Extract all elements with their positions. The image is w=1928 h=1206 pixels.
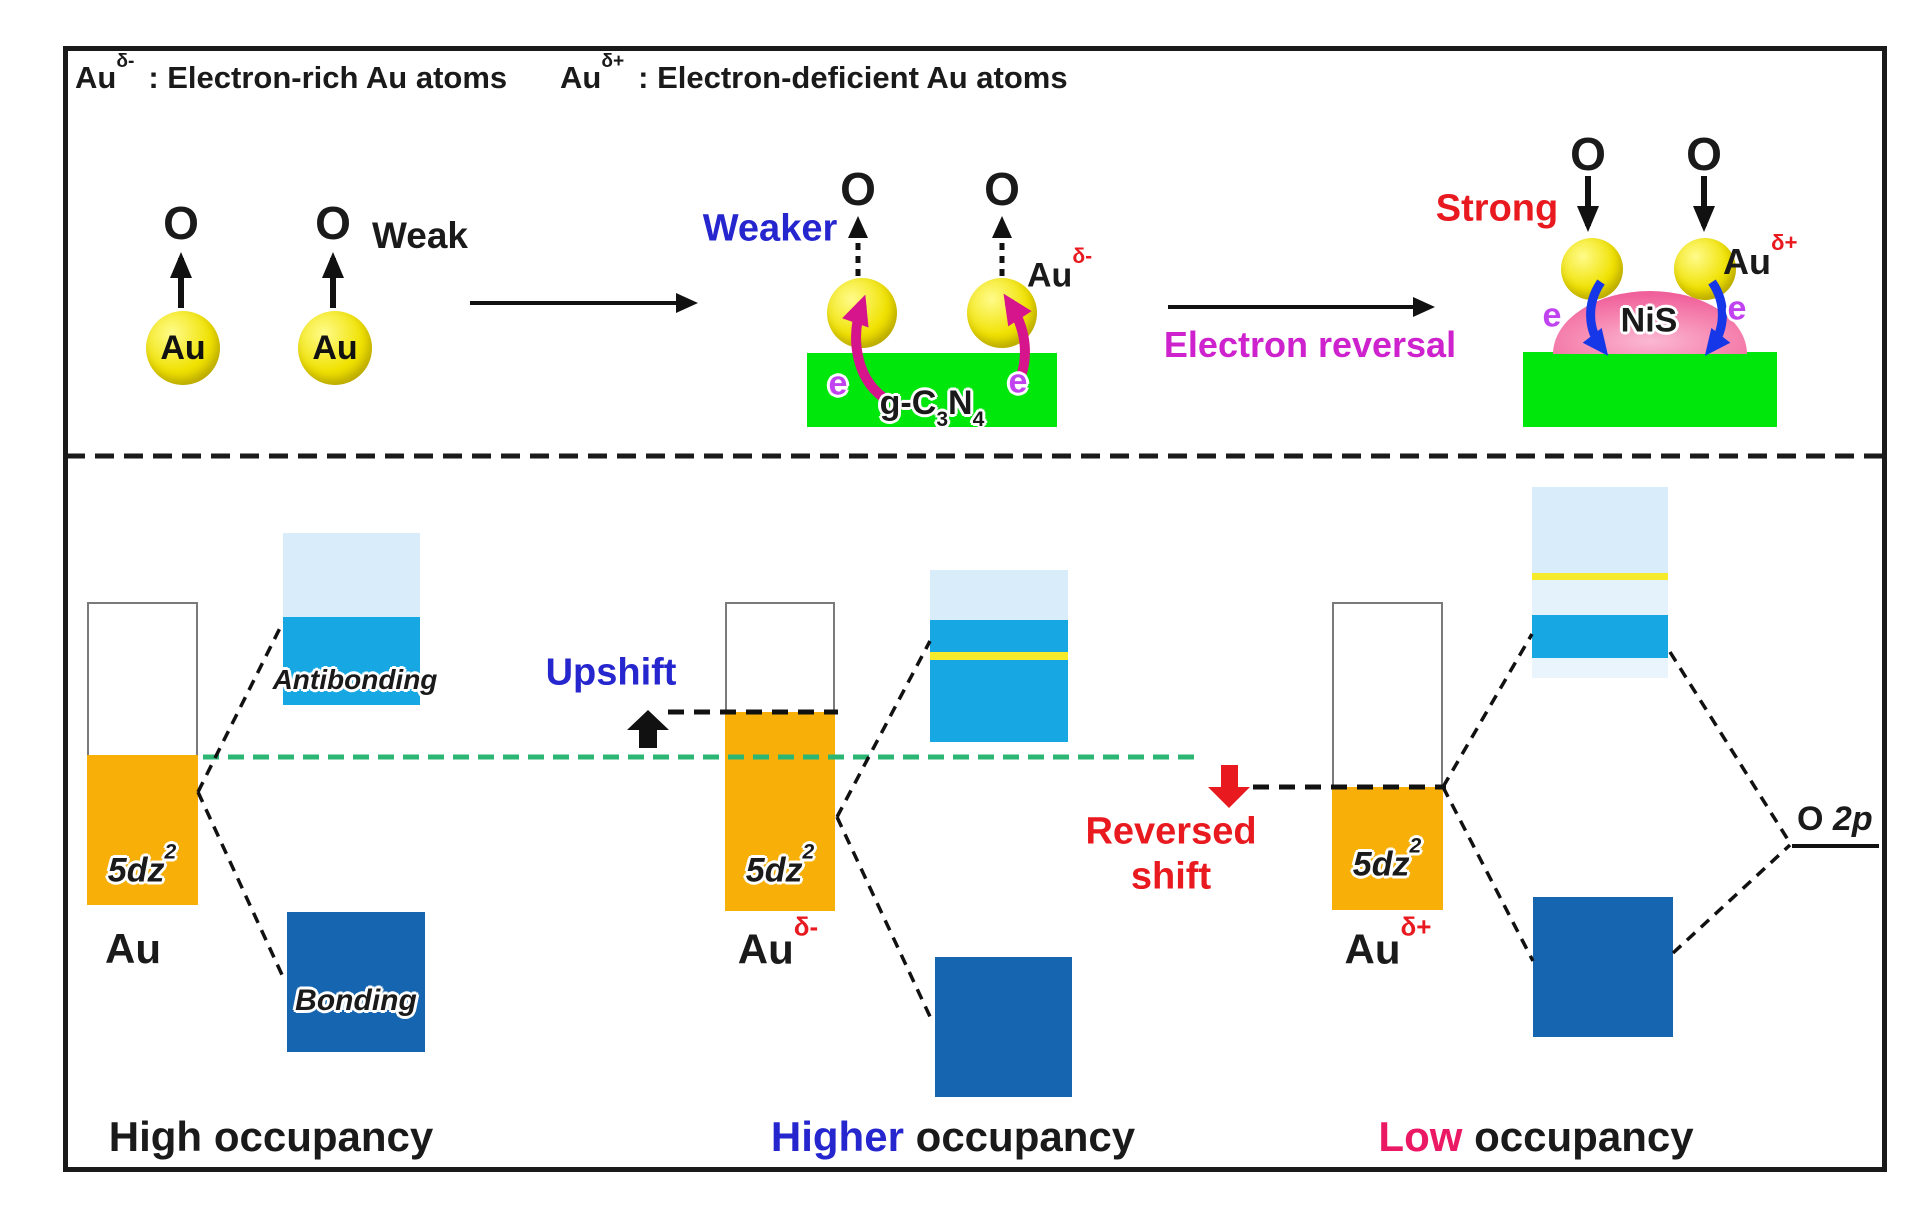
mo-middle-dband-filled	[725, 712, 835, 911]
legend-rich-au: Au	[75, 60, 117, 95]
o2p-p: 2p	[1832, 800, 1873, 838]
mo-middle-fermi-line	[930, 652, 1068, 660]
oxygen-atom-1: O	[163, 197, 199, 249]
mo-middle-antibonding-band-upper	[930, 620, 1068, 652]
caption-low-occupancy: Low occupancy	[1378, 1113, 1693, 1161]
gcn-part1: g-C	[879, 384, 937, 423]
au-sphere-2-label: Au	[312, 328, 358, 367]
nis-label: NiS	[1620, 301, 1678, 340]
au-base: Au	[1027, 256, 1073, 295]
o2p-o: O	[1797, 800, 1824, 838]
caption-high-occupancy: High occupancy	[109, 1113, 433, 1161]
au-sup-delta-minus: δ-	[793, 911, 819, 942]
mo-left-dband-filled	[87, 755, 198, 905]
mo-left-antibonding-band	[283, 617, 420, 705]
orbital-sup: 2	[1409, 834, 1422, 858]
gcn-support-label: g-C3N4	[879, 384, 985, 431]
reversed-shift-label-line1: Reversed	[1085, 810, 1257, 853]
o2p-level-label: O 2p	[1797, 800, 1873, 839]
au-delta-minus-label-top: Auδ-	[1027, 245, 1092, 295]
gcn-sub1: 3	[936, 408, 949, 432]
legend-deficient-desc: : Electron-deficient Au atoms	[638, 60, 1068, 95]
oxygen-atom-gcn-1: O	[840, 163, 876, 215]
oxygen-atom-gcn-2: O	[984, 163, 1020, 215]
caption-word-2: occupancy	[1474, 1113, 1694, 1160]
weak-label: Weak	[372, 215, 468, 256]
upshift-label: Upshift	[545, 651, 677, 694]
oxygen-atom-nis-1: O	[1570, 128, 1606, 180]
mo-right-fermi-line	[1532, 573, 1668, 580]
oxygen-atom-2: O	[315, 197, 351, 249]
mo-right-antibonding-tail	[1532, 658, 1668, 678]
strong-label: Strong	[1435, 187, 1559, 230]
mo-middle-antibonding-empty	[930, 570, 1068, 620]
legend-rich-desc: : Electron-rich Au atoms	[148, 60, 508, 95]
gcn-part2: N	[948, 384, 973, 423]
mo-middle-bonding-band	[935, 957, 1072, 1097]
mo-right-orbital-label: 5dz2	[1352, 835, 1421, 884]
legend-electron-deficient: Auδ+ : Electron-deficient Au atoms	[560, 51, 1068, 96]
electron-label-nis-left: e	[1542, 296, 1562, 335]
orbital-base: 5dz	[745, 851, 803, 890]
nis-support-slab	[1523, 352, 1777, 427]
mo-middle-antibonding-band-lower	[930, 660, 1068, 742]
electron-label-gcn-right: e	[1008, 362, 1028, 401]
orbital-base: 5dz	[1352, 845, 1410, 884]
mo-left-atom-label: Au	[105, 925, 161, 972]
au-sphere-nis-1	[1561, 238, 1623, 300]
au-delta-plus-label-top: Auδ+	[1723, 230, 1798, 283]
legend-deficient-au: Au	[560, 60, 602, 95]
mo-left-orbital-label: 5dz2	[107, 841, 176, 890]
mo-middle-atom-label: Auδ-	[737, 911, 818, 974]
mo-left-antibonding-empty	[283, 533, 420, 617]
mo-right-antibonding-band	[1532, 615, 1668, 658]
mo-right-antibonding-empty-upper	[1532, 487, 1668, 573]
orbital-sup: 2	[802, 840, 815, 864]
au-base: Au	[737, 925, 794, 973]
au-sup-delta-plus: δ+	[1400, 911, 1432, 942]
caption-word-1: Low	[1378, 1113, 1463, 1160]
mo-right-antibonding-empty-lower	[1532, 580, 1668, 615]
antibonding-label: Antibonding	[272, 664, 438, 695]
legend-deficient-sup: δ+	[601, 51, 625, 73]
caption-word-2: occupancy	[213, 1113, 434, 1160]
caption-higher-occupancy: Higher occupancy	[771, 1113, 1135, 1161]
caption-word-1: High	[108, 1113, 203, 1160]
orbital-base: 5dz	[107, 851, 165, 890]
au-sphere-1-label: Au	[160, 328, 206, 367]
caption-word-1: Higher	[770, 1113, 904, 1160]
au-sphere-1: Au	[146, 311, 220, 385]
au-sphere-gcn-1	[827, 278, 897, 348]
weaker-label: Weaker	[702, 207, 838, 250]
orbital-sup: 2	[164, 840, 177, 864]
electron-label-gcn-left: e	[828, 364, 848, 403]
legend-rich-sup: δ-	[116, 51, 135, 73]
caption-word-2: occupancy	[915, 1113, 1136, 1160]
figure-border	[63, 46, 1887, 1172]
au-sup-delta-plus: δ+	[1771, 229, 1798, 255]
reversed-shift-label-line2: shift	[1130, 855, 1212, 898]
mo-middle-orbital-label: 5dz2	[745, 841, 814, 890]
electron-reversal-label: Electron reversal	[1163, 324, 1457, 365]
au-base: Au	[1723, 241, 1771, 282]
au-sup-delta-minus: δ-	[1072, 245, 1093, 269]
gcn-sub2: 4	[972, 408, 985, 432]
au-base: Au	[1344, 925, 1401, 973]
mo-right-atom-label: Auδ+	[1344, 911, 1432, 974]
electron-label-nis-right: e	[1727, 289, 1747, 328]
oxygen-atom-nis-2: O	[1686, 128, 1722, 180]
bonding-label: Bonding	[295, 984, 417, 1017]
mo-right-bonding-band	[1533, 897, 1673, 1037]
mo-right-dband-filled	[1332, 787, 1443, 910]
au-sphere-2: Au	[298, 311, 372, 385]
legend-electron-rich: Auδ- : Electron-rich Au atoms	[75, 51, 508, 96]
mo-left-bonding-band	[287, 912, 425, 1052]
